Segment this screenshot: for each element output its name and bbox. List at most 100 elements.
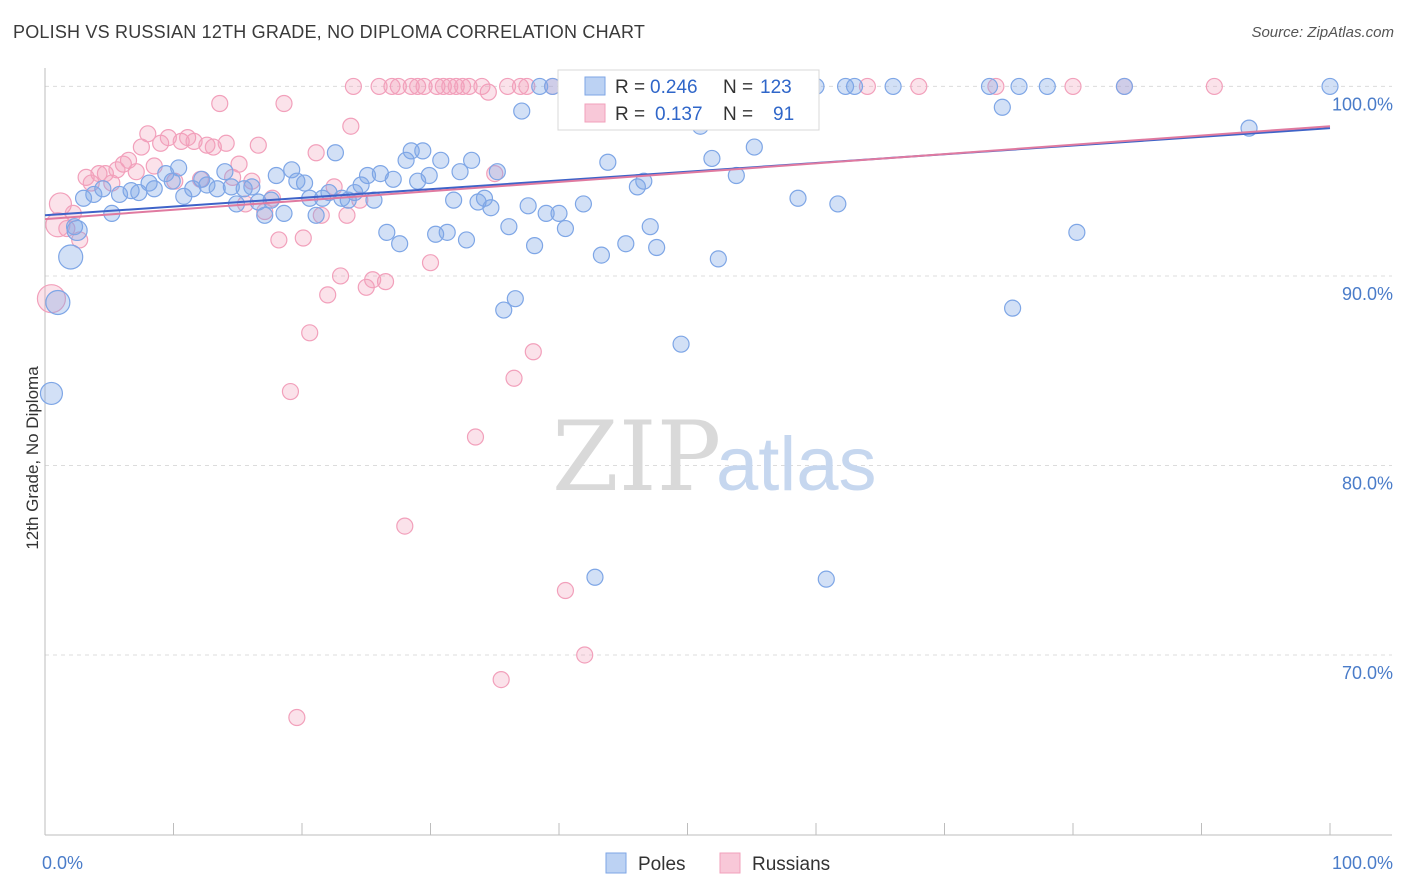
poles-point (745, 138, 763, 156)
trend-lines (44, 125, 1331, 221)
russians-point (499, 77, 517, 96)
bottom-legend-poles-swatch (605, 852, 627, 874)
poles-point (592, 246, 611, 264)
poles-point (397, 151, 415, 169)
poles-point (170, 159, 188, 177)
poles-point (488, 163, 506, 181)
poles-point (703, 149, 721, 168)
russians-point (312, 206, 330, 224)
poles-point (420, 166, 438, 185)
russians-point (486, 165, 504, 183)
poles-point (845, 77, 864, 96)
x-tick-label: 0.0% (42, 853, 83, 873)
poles-point (275, 204, 293, 222)
russians-trend-line (44, 125, 1331, 221)
poles-point (531, 77, 549, 96)
poles-point (1321, 77, 1339, 96)
poles-point (358, 166, 377, 185)
russians-point (441, 77, 459, 96)
russians-point (511, 77, 530, 96)
russians-point (858, 77, 877, 96)
legend-russians-n-label: N = (723, 104, 753, 125)
russians-point (518, 77, 536, 96)
russians-point (396, 517, 414, 535)
x-tick-labels: 0.0% 100.0% (42, 853, 1393, 873)
russians-point (479, 83, 497, 101)
russians-point (185, 132, 203, 150)
poles-point (709, 250, 727, 268)
poles-point (550, 204, 568, 222)
russians-point (466, 428, 485, 446)
russians-point (402, 77, 420, 96)
russians-point (428, 77, 446, 96)
russians-point (409, 77, 427, 96)
poles-point (519, 197, 537, 215)
russians-point (319, 286, 337, 304)
poles-point (198, 176, 216, 194)
russians-point (249, 136, 267, 154)
russians-point (1064, 77, 1082, 96)
poles-point (145, 180, 163, 198)
legend-russians-r-value: 0.137 (655, 104, 703, 125)
russians-point (576, 646, 594, 664)
russians-point (275, 94, 293, 113)
poles-point (256, 206, 274, 224)
bottom-legend-russians-swatch (719, 852, 741, 874)
russians-point (910, 77, 928, 96)
poles-point (65, 218, 84, 236)
bottom-legend-russians-label: Russians (752, 854, 830, 875)
poles-point (672, 335, 690, 353)
russians-point (159, 128, 177, 147)
poles-point (438, 223, 456, 241)
russians-point (294, 229, 312, 247)
poles-point (586, 568, 604, 586)
russians-point (281, 382, 300, 401)
y-tick-label: 70.0% (1342, 663, 1393, 683)
legend-poles-n-value: 123 (760, 77, 792, 98)
russians-point (230, 155, 248, 173)
poles-point (817, 570, 835, 588)
poles-point (326, 144, 345, 162)
russians-point (492, 670, 510, 689)
russians-point (421, 254, 440, 272)
poles-point (208, 180, 226, 198)
poles-point (635, 172, 653, 190)
russians-point (987, 77, 1005, 96)
poles-point (648, 238, 666, 257)
poles-point (475, 189, 494, 207)
poles-point (482, 199, 500, 217)
legend-russians-n-value: 91 (773, 104, 794, 125)
poles-point (307, 206, 325, 224)
russians-point (204, 138, 222, 156)
poles-point (391, 235, 409, 253)
poles-point (451, 163, 469, 181)
poles-point (513, 102, 531, 120)
poles-point (829, 195, 847, 213)
poles-point (45, 289, 71, 316)
poles-point (556, 219, 575, 238)
poles-point (1004, 299, 1022, 317)
russians-point (270, 231, 288, 249)
poles-point (457, 231, 476, 249)
poles-point (537, 204, 555, 222)
russians-point (364, 271, 382, 289)
poles-point (267, 166, 285, 185)
bottom-legend: Poles Russians (605, 852, 830, 875)
poles-point (525, 237, 544, 255)
russians-point (198, 136, 216, 154)
chart-title: POLISH VS RUSSIAN 12TH GRADE, NO DIPLOMA… (13, 22, 646, 42)
legend-poles-n-label: N = (723, 77, 753, 98)
gridlines (45, 85, 1392, 656)
russians-point (556, 581, 575, 600)
x-tick-label: 100.0% (1332, 853, 1393, 873)
russians-point (376, 273, 395, 291)
poles-point (980, 77, 999, 96)
source-label: Source: ZipAtlas.com (1251, 24, 1394, 41)
russians-point (447, 77, 465, 96)
russians-point (211, 94, 229, 113)
poles-point (384, 170, 402, 188)
russians-point (370, 77, 388, 96)
y-axis-label: 12th Grade, No Diploma (23, 366, 42, 550)
poles-point (85, 185, 103, 204)
